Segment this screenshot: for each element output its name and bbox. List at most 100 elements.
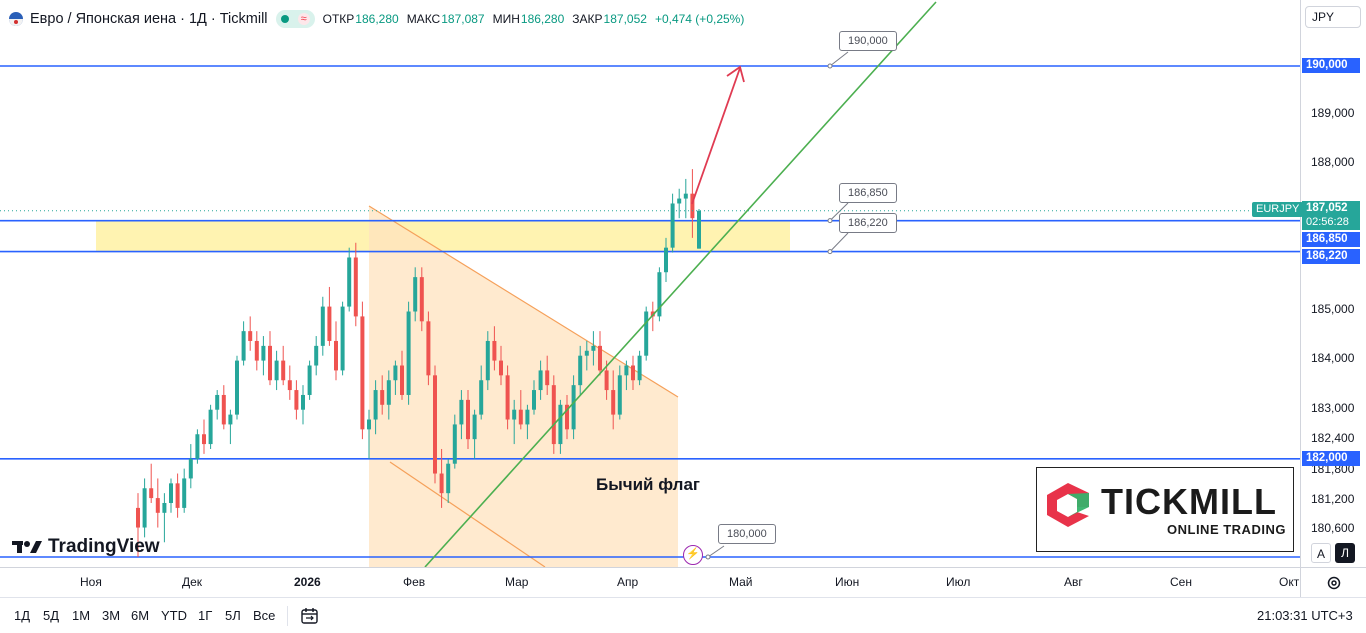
candle-body: [202, 434, 206, 445]
range-1m-button[interactable]: 1М: [72, 608, 91, 623]
callout-186850[interactable]: 186,850: [839, 183, 897, 203]
candle-body: [499, 360, 503, 376]
range-1y-button[interactable]: 1Г: [198, 608, 213, 623]
auto-scale-button[interactable]: А: [1311, 543, 1331, 563]
callout-186220[interactable]: 186,220: [839, 213, 897, 233]
bullish-flag-shape[interactable]: [368, 205, 679, 567]
arrow-shaft: [691, 67, 741, 205]
currency-button[interactable]: JPY: [1305, 6, 1361, 28]
price-tick: 189,000: [1311, 106, 1355, 120]
candle-body: [545, 370, 550, 386]
candle-body: [149, 488, 154, 499]
candle-body: [195, 434, 200, 459]
price-scale[interactable]: JPY 189,000 188,000 185,000 184,000 183,…: [1300, 0, 1366, 567]
candle-body: [228, 414, 233, 425]
callout-leader: [829, 51, 849, 67]
candle-body: [505, 375, 510, 420]
range-all-button[interactable]: Все: [253, 608, 276, 623]
time-tick: Июн: [835, 575, 860, 589]
candle-body: [525, 409, 530, 425]
utc-clock[interactable]: 21:03:31 UTC+3: [1257, 608, 1353, 623]
tradingview-logo[interactable]: TradingView: [12, 536, 160, 558]
candle-body: [241, 331, 246, 361]
time-tick: Мар: [505, 575, 529, 589]
candle-body: [512, 409, 517, 420]
time-tick: Апр: [617, 575, 639, 589]
candle-body: [611, 390, 616, 415]
bullish-flag-label[interactable]: Бычий флаг: [596, 475, 701, 494]
badge-186850[interactable]: 186,850: [1302, 232, 1360, 247]
price-tick: 183,000: [1311, 401, 1355, 415]
high-value: 187,087: [441, 12, 485, 26]
open-value: 186,280: [355, 12, 399, 26]
candle-body: [182, 478, 187, 508]
last-price-badge[interactable]: 187,052 02:56:28: [1302, 201, 1360, 230]
flag-lower-edge: [389, 461, 546, 567]
target-arrow[interactable]: [691, 65, 745, 205]
price-tick: 184,000: [1311, 351, 1355, 365]
horizontal-levels[interactable]: [0, 51, 1300, 560]
calendar-range-icon[interactable]: [300, 606, 320, 626]
candle-body: [538, 370, 543, 391]
open-label: ОТКР: [322, 12, 355, 26]
toolbar-divider: [287, 606, 288, 626]
candle-body: [578, 355, 583, 386]
callout-180000[interactable]: 180,000: [718, 524, 776, 544]
candle-body: [301, 394, 305, 410]
candle-body: [426, 321, 431, 376]
candle-body: [584, 350, 589, 356]
tickmill-logo-icon: [1047, 483, 1089, 527]
chart-pane[interactable]: Евро / Японская иена · 1Д · Tickmill ≈ О…: [0, 0, 1300, 567]
candle-body: [492, 340, 497, 361]
tickmill-tagline: ONLINE TRADING: [1167, 522, 1286, 537]
price-tick: 181,200: [1311, 492, 1355, 506]
symbol-price-tag: EURJPY: [1252, 202, 1304, 217]
gear-icon[interactable]: [1326, 575, 1342, 591]
badge-186220[interactable]: 186,220: [1302, 249, 1360, 264]
last-price-value: 187,052: [1306, 202, 1348, 214]
candle-body: [485, 340, 490, 381]
range-5d-button[interactable]: 5Д: [43, 608, 60, 623]
candle-body: [664, 247, 668, 273]
symbol-title[interactable]: Евро / Японская иена · 1Д · Tickmill: [30, 11, 268, 27]
range-3m-button[interactable]: 3М: [102, 608, 121, 623]
range-6m-button[interactable]: 6М: [131, 608, 150, 623]
close-label: ЗАКР: [572, 12, 603, 26]
candle-body: [268, 345, 272, 381]
close-value: 187,052: [603, 12, 647, 26]
candle-body: [188, 458, 193, 479]
candle-body: [353, 257, 358, 317]
candle-body: [327, 306, 332, 341]
price-tick: 185,000: [1311, 302, 1355, 316]
range-ytd-button[interactable]: YTD: [161, 608, 187, 623]
range-1d-button[interactable]: 1Д: [14, 608, 31, 623]
candle-body: [518, 409, 523, 425]
log-scale-button[interactable]: Л: [1335, 543, 1355, 563]
callout-190000[interactable]: 190,000: [839, 31, 897, 51]
candle-body: [697, 210, 701, 249]
badge-182000[interactable]: 182,000: [1302, 451, 1360, 466]
event-lightning-icon[interactable]: ⚡: [683, 545, 703, 565]
time-tick: 2026: [294, 575, 321, 589]
candle-body: [221, 394, 226, 425]
resistance-zone[interactable]: [96, 220, 790, 252]
candle-body: [551, 385, 556, 445]
candle-body: [393, 365, 398, 381]
badge-190000[interactable]: 190,000: [1302, 58, 1360, 73]
candles: [136, 169, 701, 557]
candle-body: [254, 340, 259, 361]
candle-body: [406, 311, 411, 395]
price-tick: 180,600: [1311, 521, 1355, 535]
market-status-pill[interactable]: ≈: [275, 10, 315, 28]
callout-anchor: [705, 554, 711, 560]
candle-body: [413, 277, 418, 312]
candle-body: [307, 365, 312, 395]
chart-canvas[interactable]: [0, 0, 1300, 567]
change-value: +0,474 (+0,25%): [654, 12, 745, 26]
candle-body: [334, 340, 338, 371]
range-5y-button[interactable]: 5Л: [225, 608, 241, 623]
time-scale[interactable]: Ноя Дек 2026 Фев Мар Апр Май Июн Июл Авг…: [0, 567, 1300, 597]
candle-body: [683, 193, 688, 199]
trend-line[interactable]: [424, 1, 937, 567]
resistance-zone-rect: [96, 220, 790, 252]
